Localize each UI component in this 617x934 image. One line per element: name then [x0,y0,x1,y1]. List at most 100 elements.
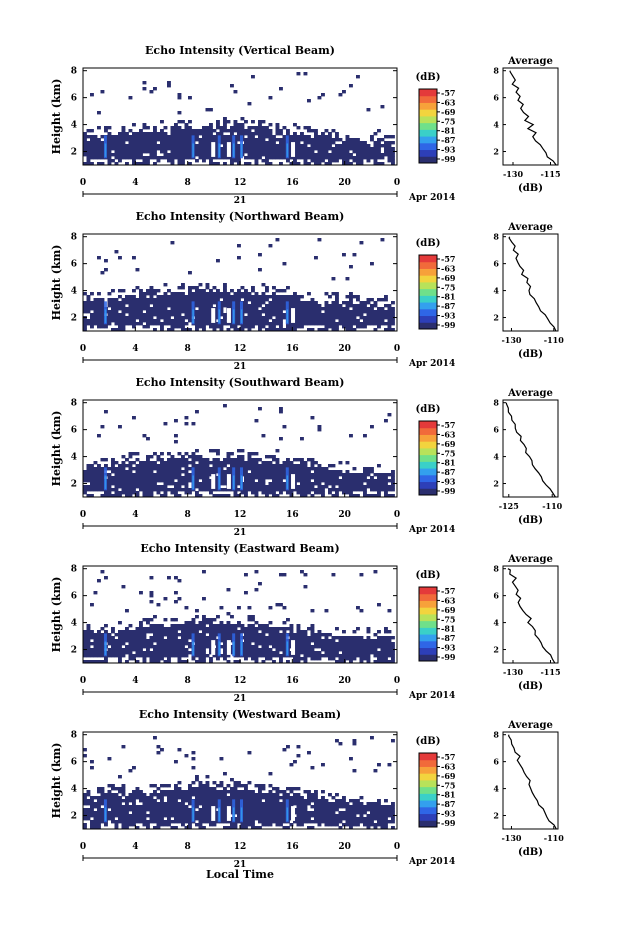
panel-4-profile-ylabel-2: 2 [493,645,499,655]
panel-5-profile-title: Average [507,720,553,731]
panel-2-streak-core-4 [233,309,235,322]
panel-1-colorbar-seg-10 [419,89,437,96]
panel-4-profile-ylabel-4: 4 [493,618,499,628]
panel-3-streak-core-2 [192,475,194,488]
panel-2-profile-unit: (dB) [518,349,543,360]
panel-3-colorbar-seg-5 [419,455,437,462]
panel-4-xlabel-4: 16 [286,676,299,686]
panel-3-streak-core-1 [105,475,107,488]
panel-4-colorbar-seg-9 [419,594,437,601]
panel-2-ylabel: Height (km) [50,245,63,321]
panel-5-profile-ylabel-8: 8 [493,730,499,740]
panel-2-gap-2 [227,308,231,323]
panel-2-colorbar-seg-5 [419,289,437,296]
panel-1-streak-core-2 [192,143,194,156]
panel-2-xlabel-2: 8 [185,344,191,354]
panel-3-streak-core-6 [287,475,289,488]
panel-5-colorbar-seg-2 [419,807,437,814]
panel-5-xlabel-3: 12 [234,842,247,852]
panel-1-profile-title: Average [507,56,553,67]
panel-2-colorbar-seg-10 [419,255,437,262]
panel-2-colorbar-label-7: -99 [441,320,456,330]
panel-4-profile-xlabel-0: -130 [503,667,523,677]
panel-3-profile-title: Average [507,388,553,399]
panel-5-colorbar-unit: (dB) [416,736,441,747]
panel-1-profile-ylabel-6: 6 [493,93,499,103]
panel-5-colorbar-seg-4 [419,793,437,800]
panel-4-date-label: Apr 2014 [408,691,455,701]
panel-4-ylabel-4: 4 [71,619,77,629]
panel-5-colorbar-seg-1 [419,814,437,821]
panel-1-profile-frame [503,68,558,165]
panel-2-colorbar-seg-3 [419,302,437,309]
panel-4-gap-2 [227,640,231,655]
panel-1-streak-core-5 [241,143,243,156]
panel-1-colorbar-label-7: -99 [441,154,456,164]
panel-4-colorbar-label-7: -99 [441,652,456,662]
panel-2-xlabel-6: 0 [394,344,400,354]
panel-3-profile-line [506,403,555,497]
local-time-label: Local Time [206,868,274,881]
panel-5-profile-xlabel-1: -110 [544,833,564,843]
panel-4-colorbar-seg-5 [419,621,437,628]
panel-4-ylabel-6: 6 [71,592,77,602]
panel-4-colorbar-seg-6 [419,614,437,621]
panel-5-streak-core-6 [287,807,289,820]
panel-3-gap-1 [211,474,215,489]
panel-4-profile-frame [503,566,558,663]
panel-2-ylabel-6: 6 [71,260,77,270]
panel-3-colorbar-seg-7 [419,441,437,448]
panel-1-streak-core-3 [219,143,221,156]
panel-1-ylabel-6: 6 [71,94,77,104]
panel-4-profile-ylabel-8: 8 [493,564,499,574]
panel-1-title: Echo Intensity (Vertical Beam) [145,44,335,57]
panel-2-colorbar-seg-6 [419,282,437,289]
panel-4-colorbar-seg-10 [419,587,437,594]
panel-2-title: Echo Intensity (Northward Beam) [136,210,345,223]
panel-3-xlabel-1: 4 [132,510,138,520]
panel-5-title: Echo Intensity (Westward Beam) [139,708,341,721]
panel-4-day-label: 21 [234,694,247,704]
panel-5-profile-ylabel-4: 4 [493,784,499,794]
panel-1-profile-ylabel-2: 2 [493,147,499,157]
panel-2-profile-ylabel-4: 4 [493,286,499,296]
panel-1-profile-xlabel-0: -130 [503,169,523,179]
panel-1-colorbar-seg-6 [419,116,437,123]
panel-1-profile-line [510,71,556,165]
panel-1-streak-core-4 [233,143,235,156]
panel-1-profile-xlabel-1: -115 [540,169,560,179]
panel-3-colorbar-seg-0 [419,488,437,495]
panel-2-profile-xlabel-1: -110 [544,335,564,345]
panel-5-gap-2 [227,806,231,821]
panel-1-xlabel-5: 20 [338,178,351,188]
panel-3-xlabel-3: 12 [234,510,247,520]
panel-4-gap-1 [211,640,215,655]
panel-2-colorbar-seg-4 [419,295,437,302]
panel-4-xlabel-3: 12 [234,676,247,686]
panel-1-ylabel-8: 8 [71,67,77,77]
panel-3-colorbar-seg-9 [419,428,437,435]
panel-3-xlabel-5: 20 [338,510,351,520]
panel-4-xlabel-5: 20 [338,676,351,686]
panel-2-xlabel-5: 20 [338,344,351,354]
panel-4-colorbar-seg-2 [419,641,437,648]
panel-4-xlabel-1: 4 [132,676,138,686]
panel-4-gap-3 [291,640,295,655]
panel-5-colorbar-seg-9 [419,760,437,767]
panel-3-xlabel-6: 0 [394,510,400,520]
panel-1-gap-2 [227,142,231,157]
panel-5-streak-core-4 [233,807,235,820]
panel-5-ylabel-8: 8 [71,731,77,741]
panel-5-streak-core-1 [105,807,107,820]
panel-5-ylabel-6: 6 [71,758,77,768]
panel-3-profile-frame [503,400,558,497]
panel-3-heatmap [83,404,395,497]
panel-3-ylabel-8: 8 [71,399,77,409]
panel-4-streak-core-2 [192,641,194,654]
panel-2-profile-ylabel-2: 2 [493,313,499,323]
panel-1-heatmap [83,72,395,165]
panel-1-profile-ylabel-8: 8 [493,66,499,76]
panel-5-xlabel-5: 20 [338,842,351,852]
panel-2-profile-title: Average [507,222,553,233]
